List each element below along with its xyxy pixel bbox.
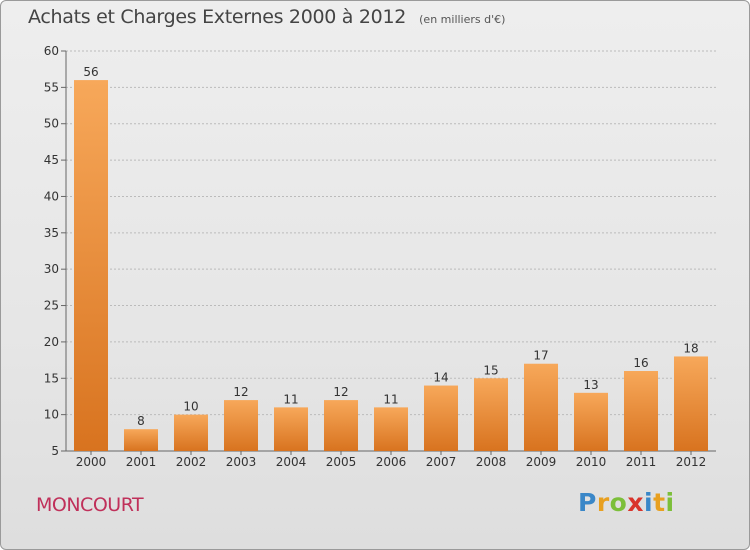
data-label: 12 [333,385,348,399]
data-label: 8 [137,414,145,428]
data-label: 11 [283,392,298,406]
y-tick-label: 60 [44,44,59,58]
x-tick-label: 2012 [676,455,707,469]
data-label: 10 [183,400,198,414]
x-tick-label: 2001 [126,455,157,469]
logo-letter: x [627,488,644,517]
data-label: 14 [433,371,448,385]
bar [124,429,158,451]
x-tick-label: 2008 [476,455,507,469]
y-tick-label: 35 [44,226,59,240]
bar [574,392,608,451]
data-label: 17 [533,349,548,363]
proxiti-logo: Proxiti [578,488,675,517]
y-tick-label: 30 [44,262,59,276]
data-label: 16 [633,356,648,370]
y-tick-label: 50 [44,117,59,131]
bar [674,356,708,451]
logo-letter: t [653,488,666,517]
title-row: Achats et Charges Externes 2000 à 2012 (… [28,6,505,28]
logo-letter: i [644,488,654,517]
y-tick-label: 15 [44,371,59,385]
logo-letter: o [609,488,628,517]
chart-title: Achats et Charges Externes 2000 à 2012 [28,6,407,28]
logo-letter: r [596,488,610,517]
logo-letter: i [665,488,675,517]
bar [424,385,458,451]
data-label: 11 [383,392,398,406]
x-tick-label: 2000 [76,455,107,469]
data-labels: 56 8 10 12 11 12 11 14 15 17 13 16 18 [83,65,698,428]
bar [474,378,508,451]
x-tick-label: 2006 [376,455,407,469]
bars [74,80,708,451]
commune-name: MONCOURT [36,494,144,516]
axes: 5 10 15 20 25 30 35 40 45 50 55 60 2000 2001 2002 2003 2… [44,44,716,469]
bar [524,363,558,451]
bar [324,400,358,451]
data-label: 13 [583,378,598,392]
data-label: 12 [233,385,248,399]
y-tick-label: 25 [44,299,59,313]
bar [74,80,108,451]
bar [274,407,308,451]
bar [224,400,258,451]
grid-lines [66,50,716,416]
x-tick-label: 2009 [526,455,557,469]
chart-subtitle: (en milliers d'€) [419,13,506,26]
data-label: 15 [483,363,498,377]
logo-letter: P [578,488,597,517]
bar [624,371,658,451]
y-tick-label: 40 [44,189,59,203]
x-tick-label: 2003 [226,455,257,469]
y-tick-label: 45 [44,153,59,167]
bar [374,407,408,451]
y-tick-label: 55 [44,80,59,94]
x-tick-label: 2005 [326,455,357,469]
x-tick-label: 2007 [426,455,457,469]
y-tick-label: 5 [51,444,59,458]
y-tick-label: 20 [44,335,59,349]
x-tick-label: 2010 [576,455,607,469]
y-tick-label: 10 [44,408,59,422]
data-label: 18 [683,341,698,355]
x-tick-label: 2004 [276,455,307,469]
bar [174,414,208,451]
x-tick-label: 2002 [176,455,207,469]
x-tick-label: 2011 [626,455,657,469]
data-label: 56 [83,65,98,79]
